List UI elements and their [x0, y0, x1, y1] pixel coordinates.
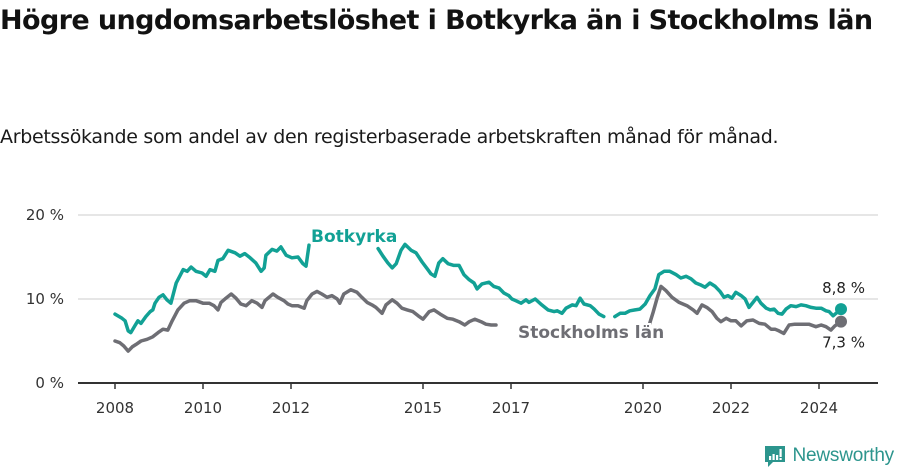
end-value-label: 8,8 % — [822, 279, 865, 297]
end-value-label: 7,3 % — [822, 334, 865, 352]
x-tick-label: 2017 — [492, 399, 530, 417]
series-line-botkyrka — [376, 242, 606, 319]
series-line-botkyrka — [613, 269, 843, 319]
x-tick-label: 2012 — [272, 399, 310, 417]
newsworthy-logo: Newsworthy — [763, 444, 894, 468]
y-axis-labels: 0 % 10 % 20 % — [26, 206, 64, 392]
endpoint-markers: 8,8 % 7,3 % — [822, 279, 865, 352]
series-line-stockholm — [113, 288, 498, 353]
endpoint-dot — [835, 315, 847, 328]
x-tick-label: 2008 — [96, 399, 134, 417]
endpoint-dot — [835, 303, 847, 316]
x-tick-label: 2020 — [624, 399, 662, 417]
x-tick-label: 2022 — [712, 399, 750, 417]
bar-chart-speech-bubble-icon — [764, 446, 785, 467]
x-tick-label: 2010 — [184, 399, 222, 417]
series-line-stockholm — [647, 284, 843, 336]
chart-subtitle: Arbetssökande som andel av den registerb… — [0, 126, 779, 148]
chart-title: Högre ungdomsarbetslöshet i Botkyrka än … — [0, 5, 873, 36]
x-axis: 2008 2010 2012 2015 2017 2020 2022 2024 — [78, 382, 878, 417]
brand-name: Newsworthy — [792, 445, 895, 466]
series-label: Stockholms län — [518, 323, 664, 343]
y-tick-label: 10 % — [26, 290, 64, 308]
series-lines — [113, 242, 843, 353]
y-tick-label: 0 % — [35, 374, 64, 392]
y-tick-label: 20 % — [26, 206, 64, 224]
x-tick-label: 2024 — [800, 399, 838, 417]
x-tick-label: 2015 — [404, 399, 442, 417]
series-line-botkyrka — [113, 243, 311, 335]
series-labels: Botkyrka Stockholms län — [309, 225, 666, 345]
series-label: Botkyrka — [311, 227, 397, 247]
